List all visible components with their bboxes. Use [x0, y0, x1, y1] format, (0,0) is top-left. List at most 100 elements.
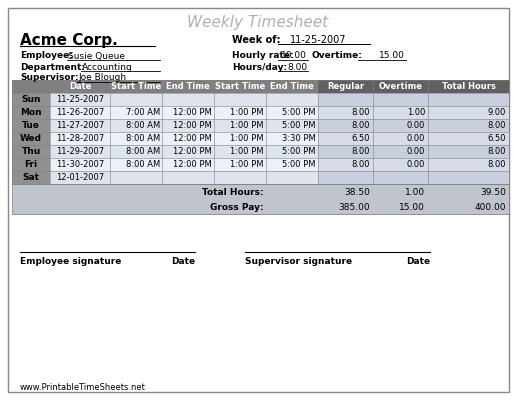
Text: Regular: Regular: [327, 82, 364, 91]
Text: 12:00 PM: 12:00 PM: [173, 160, 212, 169]
Text: Thu: Thu: [21, 147, 41, 156]
Bar: [12, 145, 50, 158]
Text: Department:: Department:: [20, 62, 85, 72]
Text: Accounting: Accounting: [82, 62, 133, 72]
Bar: [50, 93, 318, 106]
Bar: [318, 171, 509, 184]
Text: 12:00 PM: 12:00 PM: [173, 108, 212, 117]
Text: Sun: Sun: [21, 95, 41, 104]
Text: 8.00: 8.00: [352, 147, 370, 156]
Text: Tue: Tue: [22, 121, 40, 130]
Bar: [318, 80, 509, 93]
Text: 0.00: 0.00: [407, 147, 425, 156]
Text: 400.00: 400.00: [475, 203, 506, 212]
Text: Employee signature: Employee signature: [20, 257, 121, 266]
Bar: [50, 119, 318, 132]
Text: 5:00 PM: 5:00 PM: [282, 160, 316, 169]
Text: 1:00 PM: 1:00 PM: [231, 134, 264, 143]
Text: Overtime: Overtime: [378, 82, 422, 91]
Text: 6.50: 6.50: [352, 134, 370, 143]
Text: 8.00: 8.00: [287, 62, 307, 72]
Text: 11-25-2007: 11-25-2007: [290, 35, 346, 45]
Text: 1:00 PM: 1:00 PM: [231, 108, 264, 117]
Text: Wed: Wed: [20, 134, 42, 143]
Text: 8.00: 8.00: [352, 108, 370, 117]
Bar: [12, 80, 318, 93]
Text: 5:00 PM: 5:00 PM: [282, 147, 316, 156]
Text: 6.50: 6.50: [488, 134, 506, 143]
Text: Date: Date: [69, 82, 91, 91]
Bar: [12, 184, 509, 214]
Text: End Time: End Time: [166, 82, 210, 91]
Text: 8.00: 8.00: [352, 160, 370, 169]
Bar: [318, 132, 509, 145]
Text: 385.00: 385.00: [338, 203, 370, 212]
Bar: [12, 171, 50, 184]
Text: Date: Date: [406, 257, 430, 266]
Bar: [12, 158, 50, 171]
Text: 1:00 PM: 1:00 PM: [231, 121, 264, 130]
Text: 1:00 PM: 1:00 PM: [231, 147, 264, 156]
Text: 11-29-2007: 11-29-2007: [56, 147, 104, 156]
Text: 0.00: 0.00: [407, 121, 425, 130]
Text: www.PrintableTimeSheets.net: www.PrintableTimeSheets.net: [20, 384, 146, 392]
Text: 8.00: 8.00: [488, 121, 506, 130]
Text: 8:00 AM: 8:00 AM: [126, 160, 160, 169]
Text: 12:00 PM: 12:00 PM: [173, 147, 212, 156]
Text: 11-28-2007: 11-28-2007: [56, 134, 104, 143]
Bar: [12, 119, 50, 132]
Text: Gross Pay:: Gross Pay:: [210, 203, 264, 212]
Text: 38.50: 38.50: [344, 188, 370, 197]
Bar: [50, 158, 318, 171]
Bar: [50, 145, 318, 158]
Text: 8:00 AM: 8:00 AM: [126, 121, 160, 130]
Bar: [318, 106, 509, 119]
Text: Date: Date: [171, 257, 195, 266]
Text: 11-30-2007: 11-30-2007: [56, 160, 104, 169]
Bar: [50, 106, 318, 119]
Text: 12:00 PM: 12:00 PM: [173, 134, 212, 143]
Text: Supervisor:: Supervisor:: [20, 74, 79, 82]
Text: 39.50: 39.50: [480, 188, 506, 197]
Text: 8:00 AM: 8:00 AM: [126, 147, 160, 156]
Text: Supervisor signature: Supervisor signature: [245, 257, 352, 266]
Text: Employee:: Employee:: [20, 52, 73, 60]
Bar: [318, 93, 509, 106]
Text: 12-01-2007: 12-01-2007: [56, 173, 104, 182]
Text: 11-25-2007: 11-25-2007: [56, 95, 104, 104]
Text: 1:00 PM: 1:00 PM: [231, 160, 264, 169]
Bar: [12, 132, 50, 145]
Text: 8.00: 8.00: [488, 160, 506, 169]
Text: 1.00: 1.00: [407, 108, 425, 117]
Bar: [318, 145, 509, 158]
Text: 15.00: 15.00: [399, 203, 425, 212]
Text: 8.00: 8.00: [352, 121, 370, 130]
Text: 0.00: 0.00: [407, 134, 425, 143]
Bar: [12, 106, 50, 119]
Text: Total Hours: Total Hours: [442, 82, 495, 91]
Text: 9.00: 9.00: [488, 108, 506, 117]
Text: Overtime:: Overtime:: [312, 52, 363, 60]
Text: 12:00 PM: 12:00 PM: [173, 121, 212, 130]
Bar: [50, 171, 318, 184]
Bar: [12, 93, 50, 106]
Text: 3:30 PM: 3:30 PM: [282, 134, 316, 143]
Text: Mon: Mon: [20, 108, 42, 117]
Text: 11-26-2007: 11-26-2007: [56, 108, 104, 117]
Text: End Time: End Time: [270, 82, 314, 91]
Text: Sat: Sat: [23, 173, 39, 182]
Text: 10.00: 10.00: [281, 52, 307, 60]
Text: Joe Blough: Joe Blough: [78, 74, 126, 82]
Text: Week of:: Week of:: [232, 35, 281, 45]
Text: 5:00 PM: 5:00 PM: [282, 108, 316, 117]
Text: Weekly Timesheet: Weekly Timesheet: [188, 14, 329, 30]
Text: 8:00 AM: 8:00 AM: [126, 134, 160, 143]
Text: Acme Corp.: Acme Corp.: [20, 32, 118, 48]
Text: 1.00: 1.00: [405, 188, 425, 197]
Text: Hourly rate:: Hourly rate:: [232, 52, 294, 60]
Bar: [318, 119, 509, 132]
Text: 11-27-2007: 11-27-2007: [56, 121, 104, 130]
Text: Fri: Fri: [24, 160, 38, 169]
Text: 0.00: 0.00: [407, 160, 425, 169]
Text: Total Hours:: Total Hours:: [202, 188, 264, 197]
